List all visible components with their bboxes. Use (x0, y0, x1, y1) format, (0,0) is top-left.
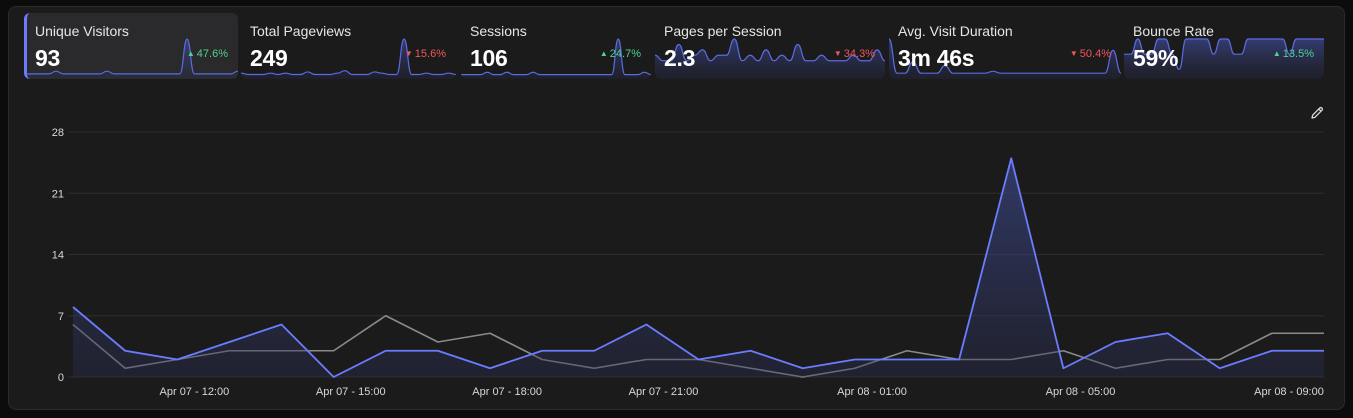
metric-label: Unique Visitors (35, 23, 129, 39)
metric-value: 93 (35, 45, 60, 71)
metric-card-avg-visit-duration[interactable]: Avg. Visit Duration 3m 46s ▼ 50.4% (889, 13, 1121, 79)
sparkline (27, 38, 238, 79)
sparkline-area (1124, 39, 1324, 79)
sparkline-area (655, 39, 885, 79)
metric-value: 59% (1133, 45, 1179, 71)
metric-delta: ▲ 47.6% (186, 48, 228, 60)
trend-arrow-icon: ▼ (1069, 49, 1078, 58)
sparkline-line (461, 38, 651, 76)
sparkline (889, 38, 1121, 79)
metric-delta: ▼ 15.6% (404, 48, 446, 60)
metric-delta: ▲ 13.5% (1272, 48, 1314, 60)
pencil-icon (1311, 106, 1324, 119)
sparkline-line (241, 38, 456, 76)
metric-card-bounce-rate[interactable]: Bounce Rate 59% ▲ 13.5% (1124, 13, 1324, 79)
metric-label: Avg. Visit Duration (898, 23, 1013, 39)
sparkline-line (889, 38, 1121, 74)
metric-delta: ▼ 50.4% (1069, 48, 1111, 60)
sparkline (655, 38, 885, 79)
trend-arrow-icon: ▲ (186, 49, 195, 58)
metric-card-sessions[interactable]: Sessions 106 ▲ 24.7% (461, 13, 651, 79)
metric-card-total-pageviews[interactable]: Total Pageviews 249 ▼ 15.6% (241, 13, 456, 79)
metric-label: Bounce Rate (1133, 23, 1214, 39)
sparkline-area (889, 39, 1121, 79)
sparkline (1124, 38, 1324, 79)
trend-arrow-icon: ▼ (833, 49, 842, 58)
sparkline (241, 38, 456, 79)
metric-value: 249 (250, 45, 288, 71)
metric-value: 3m 46s (898, 45, 975, 71)
sparkline-area (27, 39, 238, 79)
metric-card-pages-per-session[interactable]: Pages per Session 2.3 ▼ 34.3% (655, 13, 885, 79)
metric-label: Sessions (470, 23, 527, 39)
metric-label: Total Pageviews (250, 23, 352, 39)
metric-delta: ▲ 24.7% (599, 48, 641, 60)
metric-value: 2.3 (664, 45, 696, 71)
metric-card-unique-visitors[interactable]: Unique Visitors 93 ▲ 47.6% (24, 13, 238, 79)
sparkline-line (1124, 38, 1324, 71)
edit-chart-button[interactable] (1309, 105, 1325, 121)
metric-value: 106 (470, 45, 508, 71)
trend-arrow-icon: ▲ (1272, 49, 1281, 58)
trend-arrow-icon: ▲ (599, 49, 608, 58)
sparkline-area (241, 39, 456, 79)
metric-delta: ▼ 34.3% (833, 48, 875, 60)
sparkline (461, 38, 651, 79)
metric-label: Pages per Session (664, 23, 782, 39)
sparkline-line (27, 38, 238, 75)
metric-cards: Unique Visitors 93 ▲ 47.6% Total Pageview… (24, 13, 1324, 81)
sparkline-line (655, 38, 885, 62)
trend-arrow-icon: ▼ (404, 49, 413, 58)
